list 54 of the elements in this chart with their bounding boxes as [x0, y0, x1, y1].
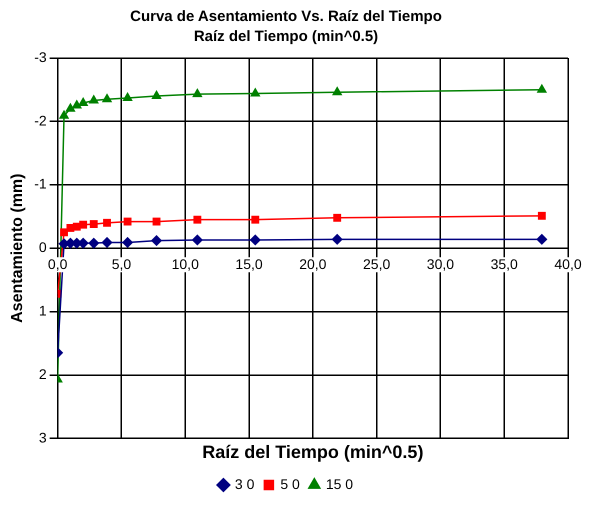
y-tick-label: 3 — [38, 429, 47, 446]
x-tick-label: 35,0 — [490, 256, 518, 272]
legend-label: 5 0 — [280, 476, 300, 492]
y-tick-label: 2 — [38, 366, 47, 382]
point — [89, 95, 98, 104]
y-tick-label: 1 — [38, 302, 47, 318]
y-axis-title: Asentamiento (mm) — [9, 174, 26, 323]
point — [79, 220, 88, 229]
x-tick-label: 0,0 — [48, 256, 68, 272]
x-tick-label: 5,0 — [112, 256, 132, 272]
legend-label: 15 0 — [326, 476, 354, 492]
point — [122, 237, 133, 248]
x-tick-label: 20,0 — [299, 256, 327, 272]
x-axis-title: Raíz del Tiempo (min^0.5) — [202, 442, 424, 462]
point — [537, 84, 546, 93]
point — [250, 234, 261, 246]
point — [538, 212, 546, 220]
point — [59, 110, 69, 119]
point — [332, 234, 342, 245]
chart-subtitle: Raíz del Tiempo (min^0.5) — [194, 28, 378, 46]
legend-label: 3 0 — [234, 476, 255, 492]
point — [250, 88, 260, 97]
x-tick-label: 30,0 — [426, 256, 454, 272]
point — [66, 103, 76, 112]
point — [152, 218, 160, 226]
y-tick-label: 0 — [38, 239, 47, 256]
point — [193, 216, 202, 224]
point — [192, 234, 203, 246]
point — [103, 218, 111, 227]
point — [88, 238, 100, 248]
x-tick-label: 40,0 — [554, 256, 582, 272]
point — [78, 98, 88, 106]
x-tick-label: 10,0 — [172, 256, 200, 272]
point — [192, 88, 202, 98]
point — [102, 94, 112, 102]
point — [332, 86, 342, 96]
point — [72, 100, 82, 109]
point — [124, 218, 132, 226]
y-tick-label: -1 — [34, 176, 47, 192]
point — [66, 224, 74, 232]
point — [90, 220, 98, 228]
point — [60, 228, 68, 236]
point — [102, 237, 112, 248]
point — [152, 90, 162, 100]
point — [536, 234, 548, 245]
x-tick-label: 25,0 — [362, 256, 390, 272]
y-tick-label: -2 — [34, 112, 47, 128]
x-tick-label: 15,0 — [235, 256, 263, 272]
point — [151, 235, 162, 246]
point — [333, 214, 342, 222]
point — [251, 216, 260, 224]
chart-title: Curva de Asentamiento Vs. Raíz del Tiempo — [130, 8, 442, 26]
point — [122, 92, 132, 101]
y-tick-label: -3 — [34, 48, 47, 65]
